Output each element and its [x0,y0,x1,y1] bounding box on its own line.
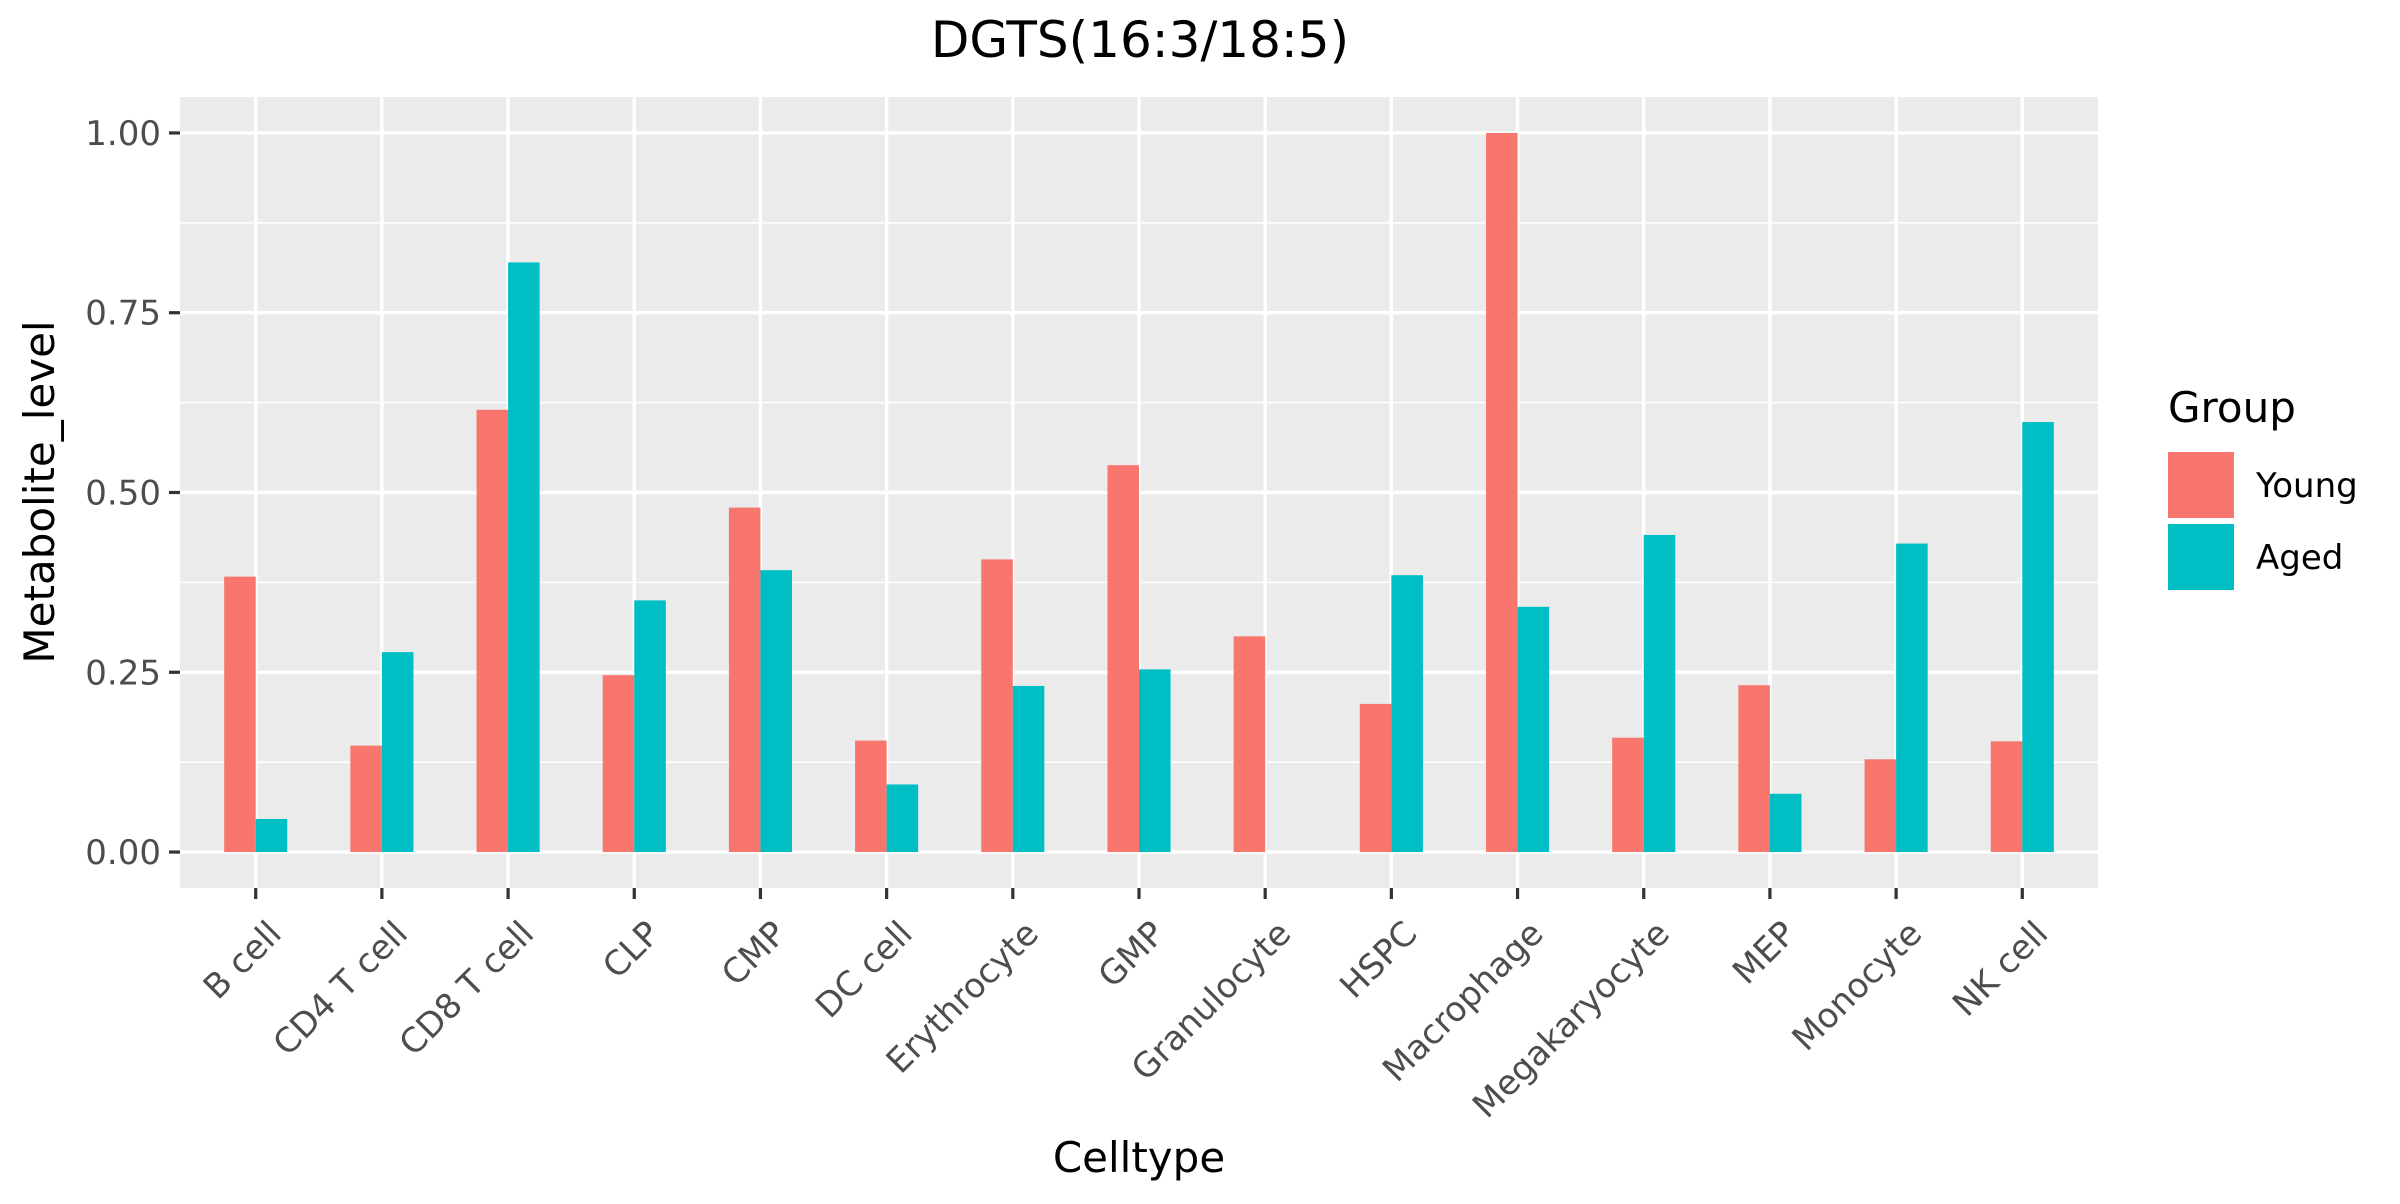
x-tick-label: MEP [1725,914,1804,993]
legend-key-young [2168,452,2234,518]
bar-young [1107,465,1139,853]
bar-aged [760,570,792,853]
legend-title: Group [2168,383,2296,432]
bar-aged [634,600,666,853]
bar-young [728,507,761,853]
x-tick-label: CMP [714,914,794,994]
x-tick-label: CD8 T cell [392,914,542,1064]
x-axis-label: Celltype [1053,1133,1225,1182]
bar-aged [886,784,919,853]
bar-young [350,745,382,853]
bar-aged [1896,543,1928,853]
bar-young [1612,737,1644,853]
bar-young [1990,741,2023,853]
y-tick-label: 1.00 [85,114,161,154]
x-tick-label: CLP [595,914,668,987]
bar-young [1738,685,1770,853]
bar-aged [1517,606,1550,853]
bar-aged [1012,685,1045,853]
bar-aged [1769,793,1802,853]
legend-label-young: Young [2255,466,2358,506]
x-tick-label: GMP [1091,914,1173,996]
bar-young [1486,132,1518,853]
x-tick-label: NK cell [1945,914,2056,1025]
x-tick-label: B cell [196,914,290,1008]
bar-young [602,675,635,853]
bar-young [224,576,256,853]
bar-aged [255,818,288,853]
bar-young [855,740,887,853]
x-tick-label: CD4 T cell [266,914,416,1064]
bar-aged [508,262,540,853]
bar-young [1233,636,1266,853]
bar-aged [1391,575,1423,853]
y-tick-label: 0.50 [85,474,161,514]
bar-aged [1643,534,1676,853]
bar-aged [2022,422,2054,853]
bar-young [1864,759,1897,853]
x-tick-label: DC cell [808,914,921,1027]
legend: Group Young Aged [2168,383,2358,590]
x-tick-label: Monocyte [1785,914,1930,1059]
y-axis: 0.00 0.25 0.50 0.75 1.00 [85,114,180,873]
legend-label-aged: Aged [2256,538,2343,578]
y-tick-label: 0.75 [85,294,161,334]
bar-young [981,559,1013,853]
y-axis-label: Metabolite_level [15,320,64,663]
bars [224,132,2054,853]
y-tick-label: 0.00 [85,833,161,873]
chart-title: DGTS(16:3/18:5) [931,11,1349,69]
bar-aged [381,652,414,853]
legend-key-aged [2168,524,2234,590]
y-tick-label: 0.25 [85,653,161,693]
bar-young [476,409,509,853]
x-tick-label: HSPC [1332,914,1425,1007]
bar-aged [1139,669,1171,853]
bar-young [1359,703,1392,853]
